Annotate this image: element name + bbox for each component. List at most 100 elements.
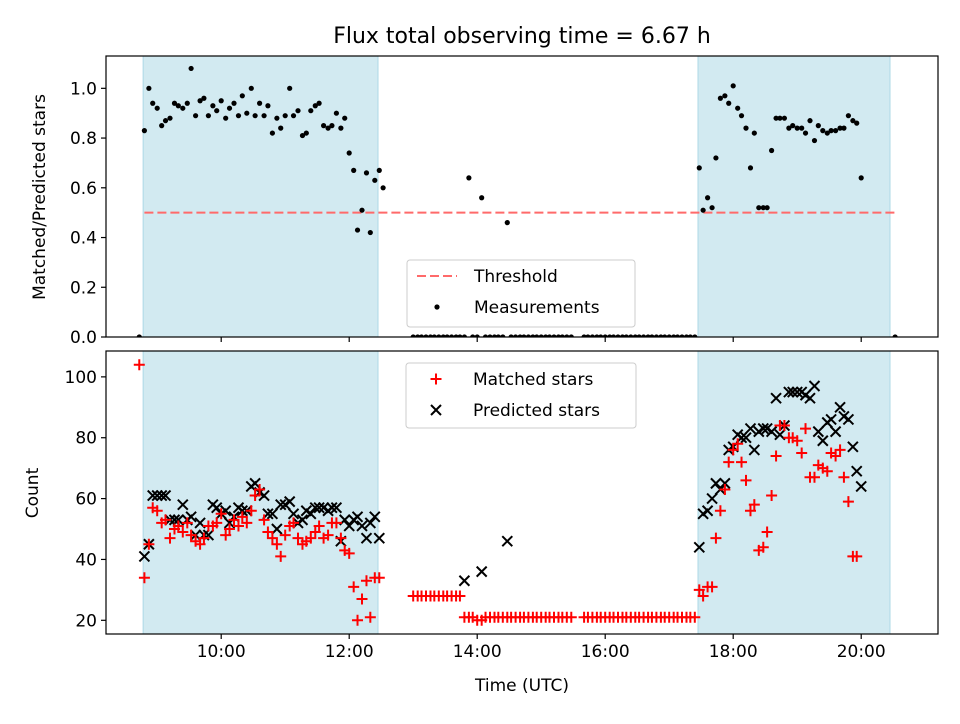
matched-star-point xyxy=(232,520,244,532)
measurement-point xyxy=(329,123,335,129)
measurement-point xyxy=(692,334,698,337)
matched-star-point xyxy=(757,541,769,553)
matched-star-point xyxy=(177,526,189,538)
measurement-point xyxy=(136,334,142,337)
measurement-point xyxy=(602,334,608,337)
measurement-point xyxy=(671,334,677,337)
y-tick-label: 0.2 xyxy=(70,278,97,298)
measurement-point xyxy=(833,128,839,134)
measurement-point xyxy=(303,130,309,136)
matched-star-point xyxy=(748,499,760,511)
measurement-point xyxy=(214,108,220,114)
y-tick-label: 100 xyxy=(65,368,97,388)
measurement-point xyxy=(619,334,626,337)
measurement-point xyxy=(231,100,237,106)
matched-star-point xyxy=(770,450,782,462)
measurement-point xyxy=(738,113,745,119)
matched-star-point xyxy=(352,614,364,626)
legend-item: Predicted stars xyxy=(430,401,600,421)
predicted-star-point xyxy=(151,489,163,502)
predicted-star-point xyxy=(475,565,488,578)
x-tick-label: 12:00 xyxy=(325,642,374,662)
matched-star-point xyxy=(138,572,150,584)
matched-star-point xyxy=(732,438,744,450)
matched-star-point xyxy=(185,529,197,541)
predicted-star-point xyxy=(501,535,513,547)
measurement-point xyxy=(815,123,821,129)
matched-star-point xyxy=(236,511,248,523)
matched-star-point xyxy=(821,465,833,477)
measurement-point xyxy=(559,334,565,337)
matched-star-point xyxy=(143,538,155,550)
matched-star-point xyxy=(736,456,748,468)
matched-star-point xyxy=(181,517,193,529)
predicted-star-point xyxy=(812,425,825,438)
matched-star-point xyxy=(172,520,184,532)
matched-star-point xyxy=(292,532,304,544)
matched-star-point xyxy=(254,483,266,495)
matched-star-point xyxy=(262,526,274,538)
measurement-point xyxy=(197,98,203,104)
predicted-star-point xyxy=(275,498,287,511)
predicted-star-point xyxy=(770,392,782,404)
measurement-point xyxy=(581,334,587,337)
matched-star-point xyxy=(313,520,325,532)
measurement-point xyxy=(756,205,762,211)
bottom-y-axis-label: Count xyxy=(23,467,43,518)
measurement-point xyxy=(662,334,668,337)
measurement-point xyxy=(892,334,898,337)
predicted-star-point xyxy=(842,413,855,426)
measurement-point xyxy=(769,147,775,154)
measurement-point xyxy=(487,334,493,337)
matched-star-point xyxy=(766,490,778,502)
measurement-point xyxy=(517,334,523,337)
measurement-point xyxy=(474,334,480,337)
matched-star-point xyxy=(348,581,360,593)
measurement-point xyxy=(295,108,301,114)
measurement-point xyxy=(287,85,293,91)
legend-box xyxy=(406,259,636,328)
predicted-star-point xyxy=(787,386,799,398)
legend-box xyxy=(405,362,637,429)
measurement-point xyxy=(162,118,169,124)
y-tick-label: 80 xyxy=(75,429,97,449)
measurement-point xyxy=(674,334,681,337)
measurement-point xyxy=(491,334,498,337)
predicted-star-point xyxy=(138,550,151,563)
shaded-interval xyxy=(697,56,891,337)
measurement-point xyxy=(828,128,834,134)
matched-star-point xyxy=(740,474,752,486)
shaded-interval xyxy=(142,56,379,337)
measurement-point xyxy=(167,115,173,121)
matched-star-point xyxy=(160,514,172,526)
measurement-point xyxy=(269,130,275,136)
measurement-point xyxy=(461,334,467,337)
x-tick-label: 10:00 xyxy=(197,642,246,662)
measurement-point xyxy=(845,113,852,119)
predicted-star-point xyxy=(765,425,778,438)
predicted-star-point xyxy=(309,502,321,514)
measurement-point xyxy=(141,128,147,134)
measurement-point xyxy=(482,334,489,337)
y-tick-label: 0.4 xyxy=(70,229,97,249)
measurement-point xyxy=(418,334,425,337)
measurement-point xyxy=(436,334,442,337)
predicted-star-point xyxy=(271,523,283,535)
measurement-point xyxy=(687,334,693,337)
matched-star-point xyxy=(164,532,176,544)
measurement-point xyxy=(188,65,194,72)
predicted-star-point xyxy=(211,502,223,514)
measurement-point xyxy=(479,195,485,201)
legend-item: Matched stars xyxy=(430,370,593,390)
measurement-point xyxy=(453,334,459,337)
measurement-point xyxy=(598,334,604,337)
measurement-point xyxy=(265,103,271,109)
measurement-point xyxy=(615,334,621,337)
measurement-point xyxy=(325,125,331,131)
y-tick-label: 40 xyxy=(75,550,97,570)
measurement-point xyxy=(154,105,160,111)
legend-label: Matched stars xyxy=(473,370,593,390)
matched-star-point xyxy=(133,359,145,371)
predicted-star-point xyxy=(774,428,786,441)
measurement-point xyxy=(786,125,792,131)
